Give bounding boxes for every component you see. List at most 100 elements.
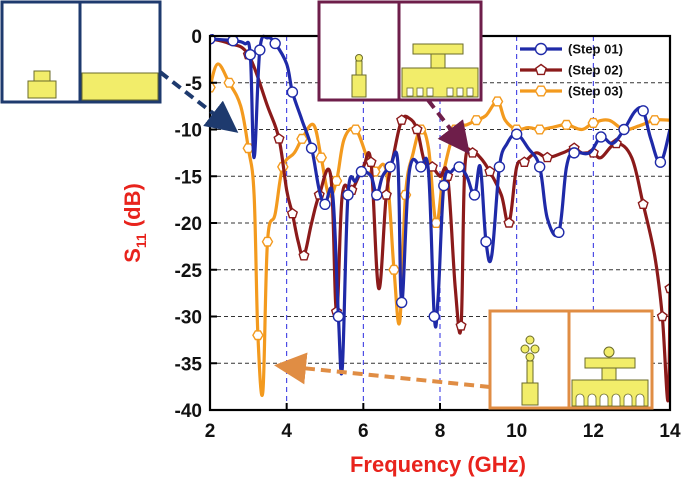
ground-top-bar-shape <box>412 43 464 55</box>
data-point-step-01 <box>254 44 266 56</box>
data-point-step-02 <box>298 249 310 261</box>
data-point-step-01 <box>332 310 345 323</box>
data-point-step-01 <box>319 198 331 211</box>
fractal-top-shape <box>525 335 535 345</box>
data-point-step-01 <box>553 226 565 239</box>
data-point-step-02 <box>455 320 467 331</box>
x-tick-label: 2 <box>205 421 216 442</box>
series-step-01 <box>210 34 670 376</box>
data-point-step-03 <box>648 115 661 126</box>
data-point-step-01 <box>384 161 396 173</box>
data-point-step-03 <box>430 217 443 229</box>
y-tick-label: -30 <box>175 308 202 329</box>
ground-slots <box>406 87 474 97</box>
data-point-step-03 <box>587 117 600 129</box>
y-tick-label: -35 <box>175 354 203 375</box>
y-axis-title-main: S <box>120 248 145 263</box>
data-point-step-01 <box>395 296 408 309</box>
data-point-step-03 <box>491 96 504 107</box>
x-axis-title: Frequency (GHz) <box>350 452 526 477</box>
data-point-step-02 <box>503 217 515 228</box>
arrow-step03 <box>274 352 491 389</box>
x-tick-label: 4 <box>281 421 292 442</box>
data-point-step-01 <box>637 105 649 117</box>
legend-marker-step-03 <box>534 85 548 97</box>
data-point-step-03 <box>261 236 274 247</box>
data-point-step-03 <box>533 124 546 135</box>
arrow-step02 <box>426 98 470 155</box>
monopole-stem-shape <box>355 60 363 76</box>
x-tick-label: 8 <box>435 421 446 442</box>
legend-label-step-02: (Step 02) <box>568 63 623 78</box>
ground-top-bar-shape <box>584 357 636 369</box>
patch-top-shape <box>33 70 51 82</box>
data-point-step-02 <box>664 282 670 294</box>
y-tick-label: -15 <box>175 167 203 188</box>
ground-plane-shape <box>81 72 159 101</box>
legend-label-step-03: (Step 03) <box>568 84 623 99</box>
data-point-step-01 <box>568 147 580 159</box>
y-tick-label: -5 <box>185 74 202 95</box>
data-point-step-03 <box>252 330 264 341</box>
data-point-step-01 <box>480 235 492 248</box>
ground-arches <box>575 393 645 407</box>
y-axis-title-unit: (dB) <box>120 183 145 233</box>
data-point-step-01 <box>438 179 450 192</box>
y-tick-label: -25 <box>175 261 203 282</box>
y-tick-label: 0 <box>191 27 202 48</box>
patch-base-shape <box>27 80 57 99</box>
data-point-step-01 <box>269 37 281 50</box>
y-tick-label: -40 <box>175 401 202 422</box>
data-point-step-03 <box>349 124 362 135</box>
data-point-step-01 <box>618 123 630 136</box>
data-point-step-01 <box>453 161 465 173</box>
data-point-step-02 <box>656 310 668 322</box>
data-point-step-02 <box>380 189 392 200</box>
series-line-step-03 <box>210 62 670 397</box>
data-point-step-01 <box>305 142 318 154</box>
antenna-inset-step03 <box>488 309 654 410</box>
data-point-step-03 <box>560 119 573 130</box>
data-point-step-01 <box>493 161 506 173</box>
data-point-step-01 <box>371 189 383 201</box>
data-point-step-02 <box>637 198 649 210</box>
data-point-step-03 <box>470 115 483 126</box>
legend-label-step-01: (Step 01) <box>568 42 623 57</box>
data-point-step-02 <box>396 114 408 125</box>
y-tick-label: -20 <box>175 214 202 235</box>
data-point-step-02 <box>365 156 377 168</box>
data-point-step-02 <box>541 151 553 163</box>
fractal-base-shape <box>521 382 539 406</box>
data-point-step-01 <box>595 131 607 143</box>
data-point-step-03 <box>388 264 400 275</box>
monopole-tip-shape <box>355 54 363 62</box>
data-point-step-01 <box>468 189 481 201</box>
antenna-inset-step02 <box>317 0 483 102</box>
data-point-step-02 <box>484 165 496 177</box>
y-axis-title-sub: 11 <box>133 233 149 248</box>
data-point-step-02 <box>286 207 299 219</box>
legend-marker-step-01 <box>534 42 548 56</box>
data-point-step-02 <box>518 156 530 168</box>
data-point-step-01 <box>244 49 256 61</box>
ground-ring-shape <box>603 346 615 358</box>
data-point-step-01 <box>355 165 368 178</box>
data-point-step-03 <box>296 133 308 144</box>
ground-slotted-shape <box>401 67 479 98</box>
data-point-step-01 <box>533 161 546 173</box>
series-layer <box>210 34 670 403</box>
data-point-step-01 <box>415 161 427 173</box>
data-point-step-01 <box>286 86 299 98</box>
y-tick-label: -10 <box>175 121 202 142</box>
ground-neck-shape <box>430 53 446 69</box>
data-point-step-03 <box>242 143 255 154</box>
fractal-stem-shape <box>526 360 534 384</box>
data-point-step-01 <box>428 310 440 323</box>
monopole-base-shape <box>351 74 367 98</box>
y-axis-title: S11 (dB) <box>120 183 149 263</box>
data-point-step-02 <box>273 133 285 144</box>
data-point-step-01 <box>227 34 239 47</box>
data-point-step-03 <box>315 152 328 163</box>
data-point-step-01 <box>342 189 354 201</box>
